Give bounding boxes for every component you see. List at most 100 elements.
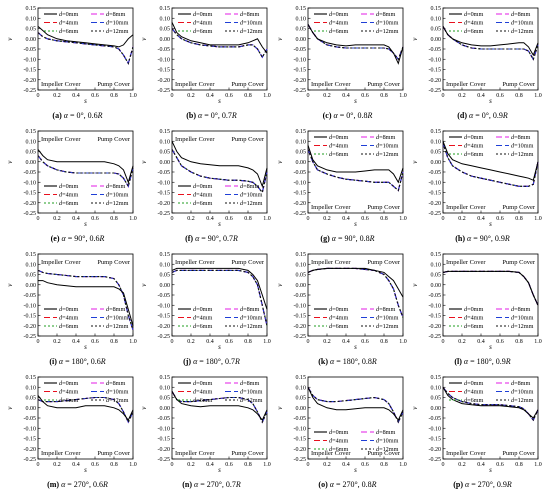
y-tick-label: 0.05: [160, 150, 171, 156]
y-axis-label: v: [276, 160, 284, 164]
y-tick-label: 0.05: [431, 150, 442, 156]
y-tick-label: -0.15: [294, 314, 307, 320]
y-tick-label: -0.05: [429, 416, 442, 422]
x-tick-label: 1.0: [129, 216, 137, 222]
legend-entry: d=0mm: [193, 183, 212, 190]
y-tick-label: 0.15: [160, 252, 171, 258]
legend-entry: d=12mm: [376, 151, 399, 158]
y-tick-label: -0.15: [24, 437, 37, 443]
y-tick-label: 0.10: [296, 139, 307, 145]
legend-entry: d=0mm: [329, 429, 348, 436]
x-tick-label: 1.0: [129, 339, 137, 345]
x-tick-label: 0.8: [515, 339, 523, 345]
y-tick-label: -0.10: [158, 180, 171, 186]
x-tick-label: 0.2: [187, 216, 195, 222]
y-tick-label: -0.05: [294, 170, 307, 176]
y-axis-label: v: [140, 160, 148, 164]
legend-entry: d=10mm: [376, 20, 399, 27]
y-tick-label: -0.25: [158, 211, 171, 217]
legend-entry: d=12mm: [240, 397, 263, 404]
legend-entry: d=12mm: [106, 200, 129, 207]
y-tick-label: -0.05: [24, 293, 37, 299]
legend-entry: d=10mm: [511, 143, 534, 150]
y-tick-label: -0.25: [294, 211, 307, 217]
series-line-d-6mm: [171, 391, 268, 424]
series-line-d-12mm: [171, 269, 268, 326]
legend-entry: d=8mm: [376, 11, 395, 18]
legend-entry: d=6mm: [59, 397, 78, 404]
y-tick-label: 0.05: [296, 150, 307, 156]
x-axis-label: s: [218, 343, 221, 351]
y-tick-label: -0.10: [429, 426, 442, 432]
panel-caption: (b) α = 0°, 0.7R: [186, 111, 237, 120]
y-tick-label: -0.25: [158, 334, 171, 340]
pump-cover-label: Pump Cover: [231, 450, 265, 457]
legend-entry: d=4mm: [193, 192, 212, 199]
legend-entry: d=0mm: [59, 380, 78, 387]
legend-entry: d=10mm: [106, 20, 129, 27]
y-tick-label: 0.00: [431, 37, 442, 43]
y-tick-label: 0.05: [160, 273, 171, 279]
y-tick-label: 0.15: [26, 129, 37, 135]
pump-cover-label: Pump Cover: [502, 81, 536, 88]
legend-entry: d=10mm: [106, 315, 129, 322]
y-tick-label: -0.10: [24, 57, 37, 63]
x-tick-label: 0: [442, 462, 445, 468]
y-tick-label: 0.10: [431, 139, 442, 145]
y-axis-label: v: [140, 406, 148, 410]
series-line-d-10mm: [307, 387, 404, 424]
panel-b: 0.15 0.10 0.05 0.00 -0.05 -0.10 -0.15 -0.20 -0.2…: [140, 6, 271, 120]
legend-entry: d=8mm: [106, 11, 125, 18]
y-tick-label: -0.05: [429, 170, 442, 176]
legend-entry: d=4mm: [193, 315, 212, 322]
y-tick-label: 0.10: [26, 139, 37, 145]
y-tick-label: 0.00: [26, 406, 37, 412]
x-tick-label: 0: [171, 339, 174, 345]
pump-cover-label: Pump Cover: [367, 259, 401, 266]
legend-entry: d=10mm: [376, 315, 399, 322]
pump-cover-label: Pump Cover: [231, 136, 265, 143]
y-tick-label: -0.10: [429, 303, 442, 309]
y-tick-label: -0.20: [294, 78, 307, 84]
series-line-d-10mm: [37, 396, 134, 424]
y-tick-label: -0.20: [24, 447, 37, 453]
x-tick-label: 0.8: [110, 339, 118, 345]
y-axis-label: v: [276, 37, 284, 41]
legend-entry: d=6mm: [329, 323, 348, 330]
legend-entry: d=8mm: [240, 11, 259, 18]
y-tick-label: -0.25: [158, 457, 171, 463]
x-tick-label: 0.8: [244, 93, 252, 99]
y-tick-label: -0.15: [24, 314, 37, 320]
y-tick-label: -0.20: [24, 324, 37, 330]
y-tick-label: -0.20: [429, 78, 442, 84]
legend-entry: d=4mm: [193, 20, 212, 27]
x-axis-label: s: [84, 97, 87, 105]
panel-a: 0.15 0.10 0.05 0.00 -0.05 -0.10 -0.15 -0.20 -0.2…: [6, 6, 137, 120]
y-tick-label: -0.15: [158, 314, 171, 320]
y-tick-label: -0.05: [429, 293, 442, 299]
y-tick-label: -0.05: [24, 47, 37, 53]
impeller-cover-label: Impeller Cover: [446, 259, 486, 266]
series-line-d-0mm: [171, 22, 268, 54]
pump-cover-label: Pump Cover: [97, 136, 131, 143]
x-tick-label: 0: [307, 93, 310, 99]
y-tick-label: 0.05: [431, 396, 442, 402]
y-tick-label: -0.05: [24, 170, 37, 176]
pump-cover-label: Pump Cover: [367, 204, 401, 211]
y-tick-label: -0.10: [158, 426, 171, 432]
legend-entry: d=4mm: [329, 315, 348, 322]
legend-entry: d=10mm: [240, 192, 263, 199]
panel-l: 0.15 0.10 0.05 0.00 -0.05 -0.10 -0.15 -0.20 -0.2…: [411, 252, 542, 366]
x-tick-label: 0.4: [72, 216, 80, 222]
series-line-d-0mm: [171, 391, 268, 422]
impeller-cover-label: Impeller Cover: [41, 450, 81, 457]
series-line-d-8mm: [307, 387, 404, 424]
y-tick-label: 0.10: [296, 262, 307, 268]
panel-caption: (d) α = 0°, 0.9R: [457, 111, 508, 120]
